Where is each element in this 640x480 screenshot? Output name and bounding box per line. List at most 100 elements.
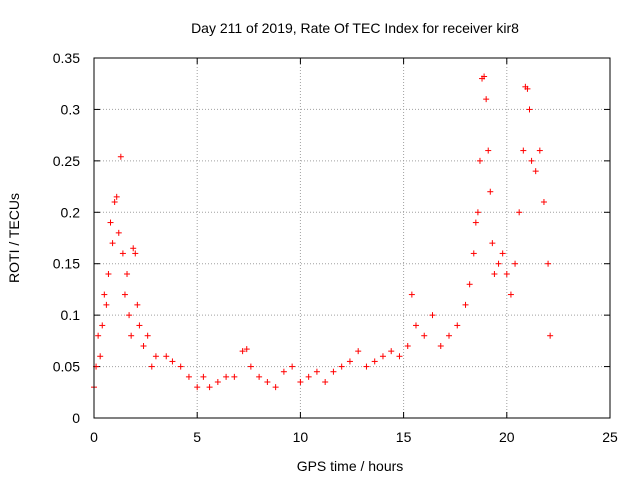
data-point xyxy=(136,322,143,329)
data-point xyxy=(130,245,137,252)
data-point xyxy=(134,301,141,308)
data-point xyxy=(115,229,122,236)
data-point xyxy=(264,379,271,385)
data-point xyxy=(396,353,403,360)
data-point xyxy=(177,363,184,370)
data-point xyxy=(322,379,329,385)
y-tick-label: 0 xyxy=(72,410,80,426)
data-point xyxy=(528,157,535,164)
data-point xyxy=(474,209,481,216)
data-point xyxy=(466,281,473,288)
x-tick-label: 0 xyxy=(90,429,98,445)
data-point xyxy=(305,373,312,380)
data-point xyxy=(105,271,112,277)
data-point xyxy=(103,301,110,308)
data-point xyxy=(346,358,353,365)
data-point xyxy=(297,379,304,385)
data-point xyxy=(214,379,221,385)
data-point xyxy=(371,358,378,365)
data-point xyxy=(355,348,362,355)
data-point xyxy=(231,373,238,380)
data-point xyxy=(126,312,133,319)
data-point xyxy=(128,332,135,339)
data-point xyxy=(499,250,506,257)
data-point xyxy=(119,250,126,257)
data-point xyxy=(200,373,207,380)
data-point xyxy=(148,363,155,370)
x-tick-label: 25 xyxy=(602,429,618,445)
data-point xyxy=(124,271,131,277)
x-tick-label: 10 xyxy=(293,429,309,445)
data-point xyxy=(132,250,139,257)
data-point xyxy=(163,353,170,360)
data-point xyxy=(476,157,483,164)
data-point xyxy=(520,147,527,154)
data-point xyxy=(95,332,102,339)
data-point xyxy=(223,373,230,380)
data-point xyxy=(491,271,498,277)
x-axis-label: GPS time / hours xyxy=(297,458,404,474)
y-tick-label: 0.05 xyxy=(53,359,80,375)
data-point xyxy=(256,373,263,380)
y-axis-label: ROTI / TECUs xyxy=(6,193,22,283)
data-point xyxy=(532,168,539,175)
data-point xyxy=(485,147,492,154)
data-point xyxy=(117,153,124,160)
data-point xyxy=(545,260,552,267)
data-point xyxy=(111,199,118,205)
data-point xyxy=(243,346,250,353)
data-point xyxy=(462,301,469,308)
y-tick-label: 0.3 xyxy=(61,101,81,117)
data-point xyxy=(404,343,411,349)
y-tick-label: 0.35 xyxy=(53,50,80,66)
data-point xyxy=(516,209,523,216)
data-points xyxy=(91,73,554,391)
data-point xyxy=(507,291,514,298)
data-point xyxy=(194,384,201,391)
y-tick-label: 0.25 xyxy=(53,153,80,169)
data-point xyxy=(247,363,254,370)
data-point xyxy=(144,332,151,339)
data-point xyxy=(446,332,453,339)
data-point xyxy=(97,353,104,360)
y-tick-label: 0.2 xyxy=(61,204,81,220)
data-point xyxy=(524,85,531,92)
data-point xyxy=(185,373,192,380)
data-point xyxy=(338,363,345,370)
tick-labels: 0 5 10 15 20 25 0 0.05 0.1 0.15 0.2 0.25 0.3 0.35 xyxy=(53,50,618,445)
data-point xyxy=(495,260,502,267)
data-point xyxy=(437,343,444,349)
data-point xyxy=(379,353,386,360)
chart-title: Day 211 of 2019, Rate Of TEC Index for r… xyxy=(191,20,519,36)
data-point xyxy=(113,193,120,200)
data-point xyxy=(272,384,279,391)
data-point xyxy=(101,291,108,298)
data-point xyxy=(206,384,213,391)
data-point xyxy=(388,348,395,355)
data-point xyxy=(99,322,106,329)
data-point xyxy=(330,368,337,375)
y-tick-label: 0.1 xyxy=(61,307,81,323)
data-point xyxy=(454,322,461,329)
y-tick-label: 0.15 xyxy=(53,256,80,272)
data-point xyxy=(540,199,547,205)
data-point xyxy=(483,96,490,103)
data-point xyxy=(481,73,488,80)
data-point xyxy=(487,188,494,195)
data-point xyxy=(512,260,519,267)
data-point xyxy=(140,343,147,349)
data-point xyxy=(412,322,419,329)
data-point xyxy=(421,332,428,339)
x-tick-label: 15 xyxy=(396,429,412,445)
data-point xyxy=(313,368,320,375)
grid xyxy=(94,58,610,418)
data-point xyxy=(109,240,116,247)
data-point xyxy=(503,271,510,277)
data-point xyxy=(470,250,477,257)
plot-frame xyxy=(93,57,611,419)
data-point xyxy=(547,332,554,339)
data-point xyxy=(239,348,246,355)
x-tick-label: 20 xyxy=(499,429,515,445)
data-point xyxy=(526,106,533,113)
